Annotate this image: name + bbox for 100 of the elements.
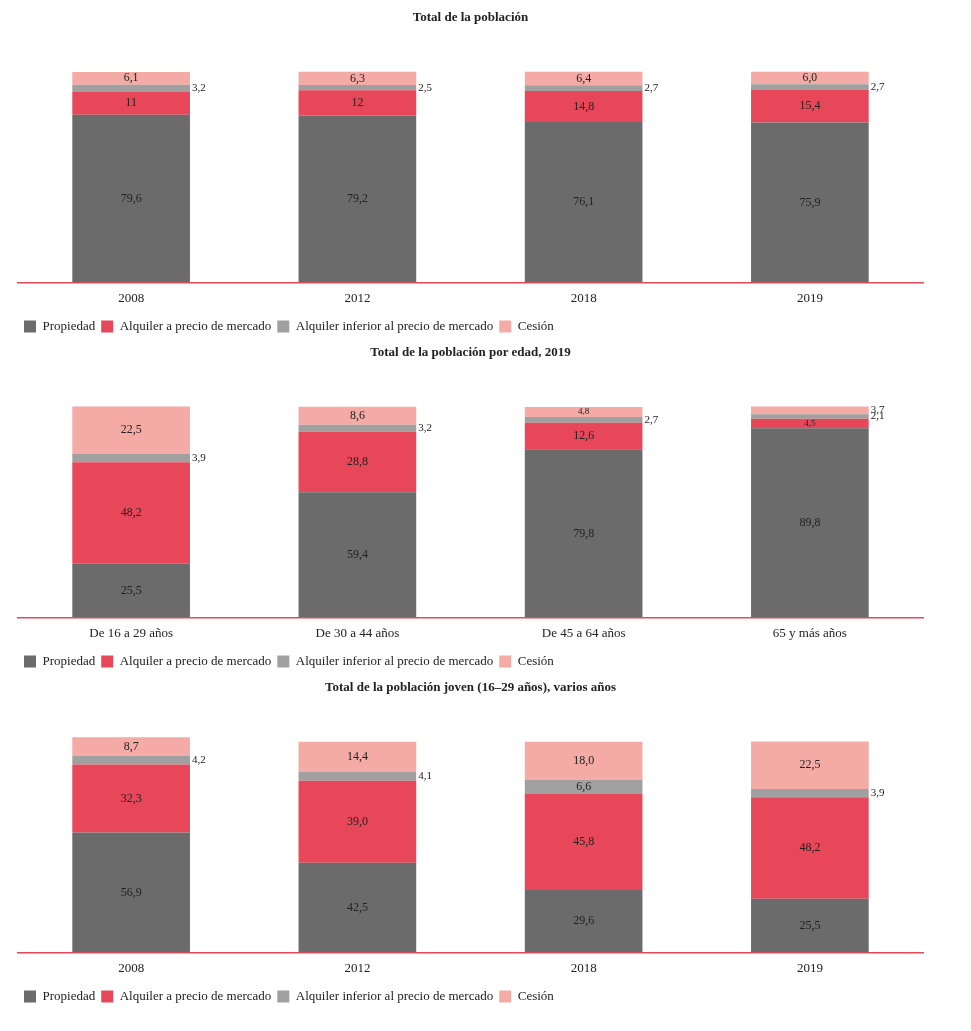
data-label: 45,8 bbox=[573, 833, 595, 848]
data-label: 6,3 bbox=[349, 70, 365, 85]
bar bbox=[72, 462, 190, 564]
bar bbox=[298, 406, 417, 425]
data-label: 42,5 bbox=[346, 899, 368, 914]
bar bbox=[751, 71, 869, 85]
data-label: 8,6 bbox=[349, 407, 365, 422]
bar bbox=[524, 890, 643, 953]
x-tick-label: 2012 bbox=[344, 289, 371, 305]
x-tick-label: 65 y más años bbox=[772, 624, 847, 640]
data-label: 14,4 bbox=[346, 749, 368, 764]
data-label: 8,7 bbox=[123, 738, 139, 753]
bar bbox=[72, 737, 190, 756]
data-label: 22,5 bbox=[120, 422, 142, 437]
bar bbox=[298, 90, 417, 116]
chart-title: Total de la población por edad, 2019 bbox=[370, 344, 572, 360]
data-label: 18,0 bbox=[573, 752, 595, 767]
bar bbox=[751, 414, 869, 419]
bar bbox=[72, 563, 190, 618]
bar bbox=[298, 492, 417, 618]
bar bbox=[751, 428, 869, 618]
bar bbox=[524, 417, 643, 423]
bar bbox=[298, 741, 417, 773]
data-label: 48,2 bbox=[120, 505, 142, 520]
data-label: 75,9 bbox=[799, 194, 821, 209]
bar bbox=[72, 832, 190, 953]
x-tick-label: De 30 a 44 años bbox=[315, 624, 400, 640]
x-tick-label: 2018 bbox=[570, 959, 597, 975]
legend-label: Propiedad bbox=[42, 987, 96, 1003]
x-tick-label: De 16 a 29 años bbox=[89, 624, 174, 640]
x-tick-label: 2018 bbox=[570, 289, 597, 305]
bar bbox=[298, 85, 417, 91]
bar bbox=[524, 71, 643, 86]
data-label: 2,7 bbox=[644, 80, 659, 93]
data-label: 32,3 bbox=[120, 790, 142, 805]
x-tick-label: De 45 a 64 años bbox=[541, 624, 626, 640]
bar bbox=[524, 406, 643, 418]
data-label: 12 bbox=[351, 95, 364, 110]
bar bbox=[72, 114, 190, 283]
bar bbox=[298, 115, 417, 283]
data-label: 4,5 bbox=[804, 417, 816, 428]
data-label: 89,8 bbox=[799, 514, 821, 529]
data-label: 25,5 bbox=[799, 917, 821, 932]
legend-label: Alquiler inferior al precio de mercado bbox=[295, 317, 494, 333]
data-label: 48,2 bbox=[799, 840, 821, 855]
legend-label: Propiedad bbox=[42, 317, 96, 333]
data-label: 3,9 bbox=[191, 450, 207, 463]
bar bbox=[751, 741, 869, 789]
legend-label: Alquiler inferior al precio de mercado bbox=[295, 987, 494, 1003]
chart-title: Total de la población joven (16–29 años), varios años bbox=[325, 679, 616, 695]
bar bbox=[751, 898, 869, 953]
data-label: 14,8 bbox=[573, 98, 595, 113]
chart-title: Total de la población bbox=[412, 9, 529, 25]
bar bbox=[751, 84, 869, 91]
legend-label: Alquiler a precio de mercado bbox=[119, 987, 272, 1003]
bar bbox=[751, 788, 869, 798]
data-label: 4,8 bbox=[577, 406, 590, 417]
data-label: 3,2 bbox=[418, 421, 432, 434]
bar bbox=[524, 793, 643, 891]
bar bbox=[524, 449, 643, 618]
data-label: 11 bbox=[125, 95, 137, 110]
bar bbox=[524, 90, 643, 123]
bar bbox=[524, 85, 643, 91]
bar bbox=[751, 122, 869, 283]
x-tick-label: 2008 bbox=[118, 289, 145, 305]
data-label: 39,0 bbox=[346, 813, 368, 828]
data-label: 4,1 bbox=[418, 769, 432, 782]
data-label: 6,6 bbox=[576, 778, 592, 793]
data-label: 3,2 bbox=[191, 81, 206, 94]
bar bbox=[298, 862, 417, 953]
data-label: 28,8 bbox=[346, 454, 368, 469]
legend-label: Cesión bbox=[517, 652, 555, 668]
bar bbox=[524, 122, 643, 283]
bar bbox=[298, 772, 417, 781]
data-label: 12,6 bbox=[573, 428, 595, 443]
bar bbox=[298, 780, 417, 863]
legend-label: Propiedad bbox=[42, 652, 96, 668]
legend-label: Alquiler a precio de mercado bbox=[119, 317, 272, 333]
data-label: 6,4 bbox=[576, 70, 592, 85]
data-label: 6,1 bbox=[123, 70, 139, 85]
data-label: 79,2 bbox=[346, 191, 368, 206]
bar bbox=[72, 453, 190, 463]
data-label: 76,1 bbox=[573, 194, 595, 209]
data-label: 15,4 bbox=[799, 98, 821, 113]
data-label: 4,2 bbox=[191, 752, 206, 765]
legend-label: Cesión bbox=[517, 987, 555, 1003]
x-tick-label: 2012 bbox=[344, 959, 371, 975]
bar bbox=[72, 406, 190, 454]
bar bbox=[298, 431, 417, 493]
x-tick-label: 2019 bbox=[796, 959, 823, 975]
data-label: 3,9 bbox=[870, 785, 885, 798]
bar bbox=[524, 741, 643, 780]
bar bbox=[524, 779, 643, 794]
data-label: 6,0 bbox=[802, 71, 818, 85]
data-label: 2,5 bbox=[418, 80, 433, 93]
bar bbox=[751, 418, 869, 429]
data-label: 22,5 bbox=[799, 757, 821, 772]
data-label: 25,5 bbox=[120, 582, 142, 597]
bar bbox=[751, 90, 869, 123]
bar bbox=[72, 71, 190, 85]
